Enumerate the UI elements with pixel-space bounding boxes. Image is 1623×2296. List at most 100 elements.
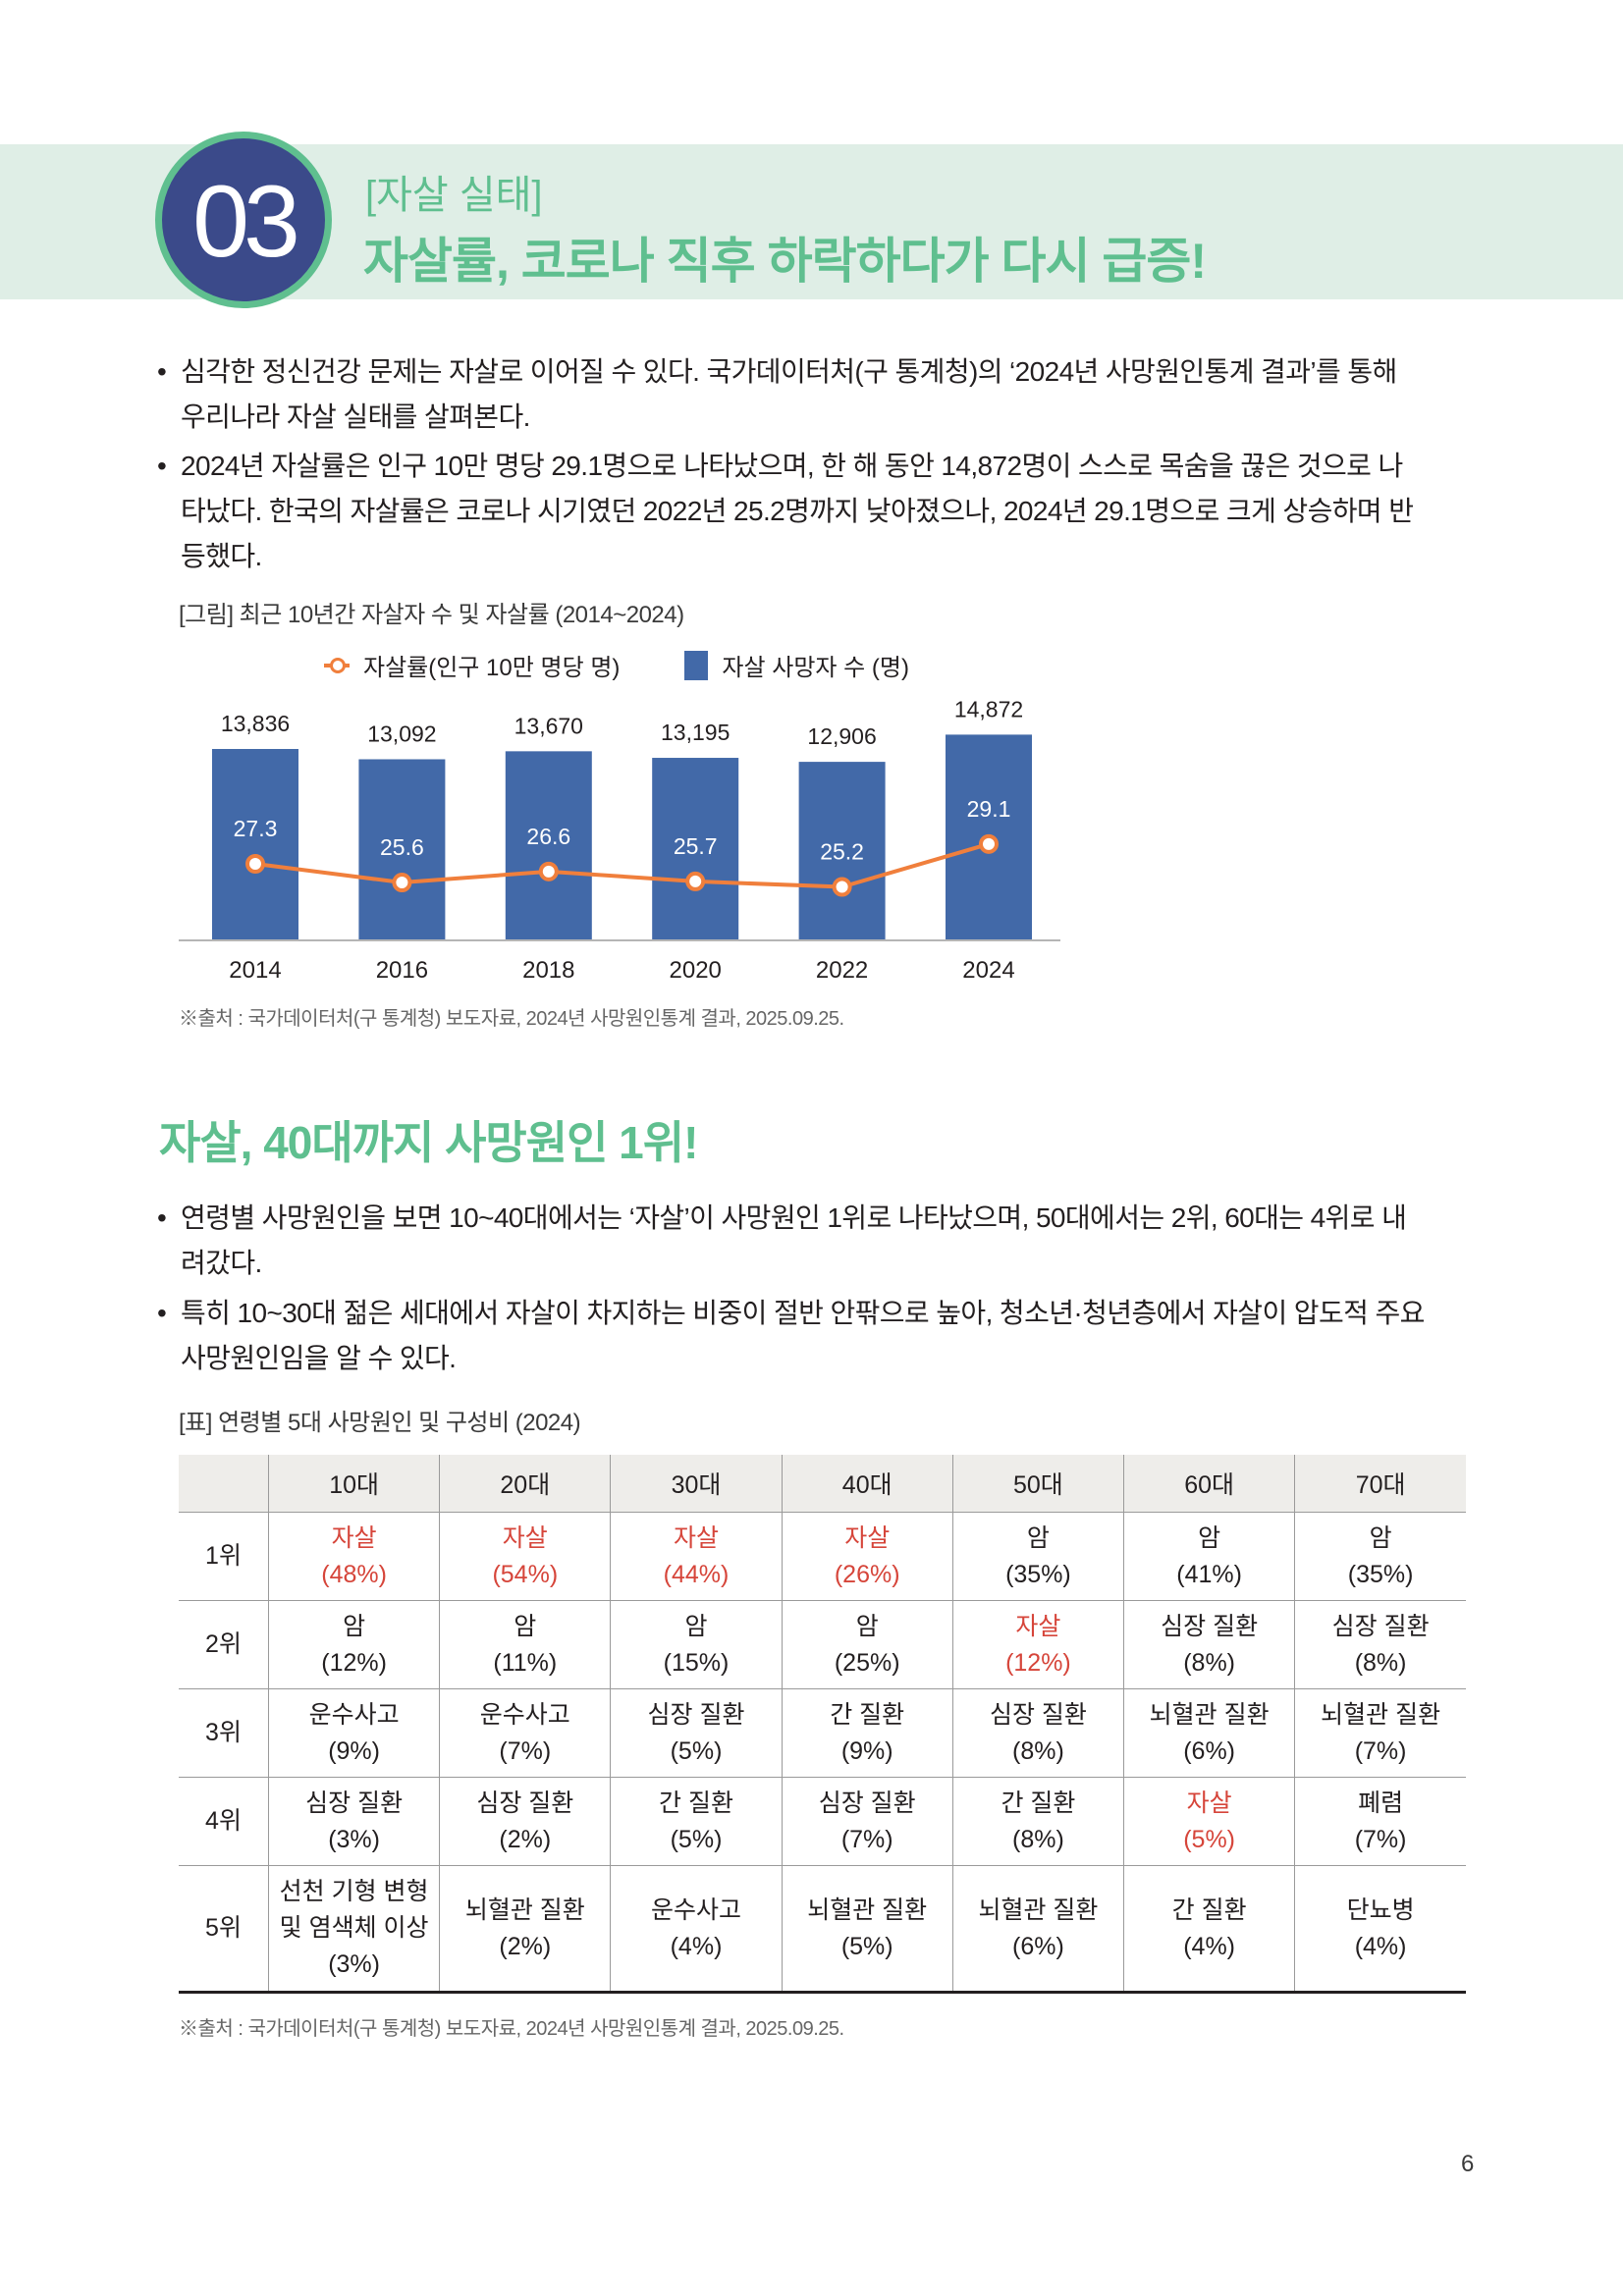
cause-percent: (8%) <box>1183 1648 1236 1677</box>
cause-percent: (7%) <box>499 1736 552 1765</box>
bullet-dot: • <box>157 356 167 387</box>
rate-value-label: 25.7 <box>674 833 718 859</box>
cause-name: 운수사고 <box>651 1896 742 1924</box>
cause-cell: 암 (41%) <box>1123 1512 1295 1601</box>
rank-cell: 3위 <box>179 1688 269 1778</box>
rank-cell: 1위 <box>179 1512 269 1601</box>
cause-cell: 암 (35%) <box>951 1512 1124 1601</box>
chart-labels: 13,836 27.3 2014 13,092 25.6 2016 13,670 26.6 20… <box>221 696 1023 984</box>
cause-percent: (35%) <box>1005 1560 1071 1588</box>
rate-point <box>979 833 999 854</box>
table-source: ※출처 : 국가데이터처(구 통계청) 보도자료, 2024년 사망원인통계 결… <box>179 2018 844 2040</box>
cause-cell: 암 (25%) <box>781 1600 953 1689</box>
cause-percent: (48%) <box>321 1560 387 1588</box>
page-number: 6 <box>1461 2151 1475 2177</box>
cause-percent: (11%) <box>493 1648 558 1677</box>
rate-value-label: 27.3 <box>234 816 278 841</box>
bar-value-label: 13,092 <box>367 721 436 746</box>
cause-percent: (8%) <box>1012 1736 1064 1765</box>
page-title: 자살률, 코로나 직후 하락하다가 다시 급증! <box>363 234 1207 289</box>
cause-cell: 간 질환 (4%) <box>1123 1865 1295 1994</box>
cause-cell: 자살 (48%) <box>267 1512 440 1601</box>
cause-percent: (4%) <box>670 1932 723 1960</box>
bar-value-label: 14,872 <box>954 696 1023 721</box>
table-caption: [표] 연령별 5대 사망원인 및 구성비 (2024) <box>179 1410 581 1436</box>
cause-cell: 자살 (26%) <box>781 1512 953 1601</box>
cause-percent: (25%) <box>834 1648 900 1677</box>
section2-bullet-2: • 특히 10~30대 젊은 세대에서 자살이 차지하는 비중이 절반 안팎으로… <box>157 1291 1473 1381</box>
rank-cell: 2위 <box>179 1600 269 1689</box>
section-number: 03 <box>192 165 300 279</box>
bar-value-label: 13,195 <box>661 720 730 745</box>
section-title: 자살, 40대까지 사망원인 1위! <box>159 1117 698 1168</box>
bar-value-label: 12,906 <box>807 723 876 749</box>
cause-name: 심장 질환 <box>1331 1612 1430 1640</box>
cause-name: 뇌혈관 질환 <box>464 1896 585 1924</box>
cause-percent: (41%) <box>1176 1560 1242 1588</box>
x-tick-label: 2016 <box>376 957 428 984</box>
cause-name: 암 <box>855 1612 879 1640</box>
section-number-badge: 03 <box>155 132 332 308</box>
column-header: 70대 <box>1294 1455 1466 1513</box>
cause-name: 운수사고 <box>308 1700 400 1729</box>
section-kicker: [자살 실태] <box>365 174 543 217</box>
cause-percent: (8%) <box>1012 1825 1064 1853</box>
cause-name: 심장 질환 <box>818 1789 916 1817</box>
rate-points <box>245 833 999 897</box>
cause-percent: (35%) <box>1347 1560 1414 1588</box>
cause-cell: 간 질환 (8%) <box>951 1777 1124 1866</box>
cause-cell: 단뇨병 (4%) <box>1294 1865 1466 1994</box>
table-row: 5위 선천 기형 변형 및 염색체 이상 (3%) 뇌혈관 질환 (2%) 운수사고 (4%… <box>179 1865 1466 1994</box>
x-tick-label: 2020 <box>670 957 722 984</box>
table-row: 3위 운수사고 (9%) 운수사고 (7%) 심장 질환 (5%) 간 질환 (9%) 심장 질환… <box>179 1688 1466 1778</box>
cause-name: 뇌혈관 질환 <box>1321 1700 1441 1729</box>
cause-cell: 암 (12%) <box>267 1600 440 1689</box>
cause-cell: 뇌혈관 질환 (6%) <box>951 1865 1124 1994</box>
rate-value-label: 25.2 <box>820 839 864 865</box>
column-header: 30대 <box>610 1455 783 1513</box>
cause-percent: (4%) <box>1183 1932 1236 1960</box>
rate-point <box>538 861 559 881</box>
cause-name: 간 질환 <box>1001 1789 1076 1817</box>
cause-name: 뇌혈관 질환 <box>1149 1700 1270 1729</box>
column-header: 60대 <box>1123 1455 1295 1513</box>
cause-cell: 자살 (54%) <box>439 1512 611 1601</box>
causes-table: 10대 20대 30대 40대 50대 60대 70대 1위 자살 (48%) 자살(… <box>179 1455 1466 1994</box>
cause-cell: 심장 질환 (3%) <box>267 1777 440 1866</box>
cause-name: 단뇨병 <box>1346 1896 1415 1924</box>
bar-swatch-icon <box>684 650 709 680</box>
x-tick-label: 2024 <box>962 957 1014 984</box>
cause-cell: 심장 질환 (8%) <box>951 1688 1124 1778</box>
cause-percent: (8%) <box>1354 1648 1407 1677</box>
cause-percent: (15%) <box>663 1648 730 1677</box>
table-row: 4위 심장 질환 (3%) 심장 질환 (2%) 간 질환 (5%) 심장 질환 (7%) 간 질… <box>179 1777 1466 1866</box>
cause-name: 선천 기형 변형 및 염색체 이상 <box>279 1878 429 1942</box>
cause-name: 심장 질환 <box>476 1789 574 1817</box>
figure-source: ※출처 : 국가데이터처(구 통계청) 보도자료, 2024년 사망원인통계 결… <box>179 1008 844 1030</box>
cause-name: 자살 <box>1186 1789 1232 1817</box>
cause-cell: 자살 (44%) <box>610 1512 783 1601</box>
cause-name: 간 질환 <box>1171 1896 1247 1924</box>
rate-value-label: 26.6 <box>526 824 570 849</box>
cause-name: 간 질환 <box>659 1789 733 1817</box>
cause-percent: (44%) <box>663 1560 730 1588</box>
bar-value-label: 13,836 <box>221 711 290 736</box>
cause-cell: 운수사고 (4%) <box>610 1865 783 1994</box>
bar-value-label: 13,670 <box>514 713 583 738</box>
cause-percent: (3%) <box>328 1825 380 1853</box>
cause-percent: (12%) <box>1005 1648 1071 1677</box>
bar <box>212 749 298 940</box>
cause-name: 심장 질환 <box>989 1700 1087 1729</box>
cause-cell: 암 (15%) <box>610 1600 783 1689</box>
intro-bullet-1: • 심각한 정신건강 문제는 자살로 이어질 수 있다. 국가데이터처(구 통계… <box>157 349 1473 440</box>
cause-name: 심장 질환 <box>1161 1612 1259 1640</box>
cause-name: 암 <box>684 1612 708 1640</box>
bar <box>505 751 592 940</box>
rate-point <box>832 877 852 897</box>
cause-percent: (2%) <box>499 1825 552 1853</box>
rate-line <box>254 841 990 889</box>
rate-point <box>685 871 706 891</box>
cause-percent: (9%) <box>840 1736 893 1765</box>
rate-value-label: 29.1 <box>967 796 1011 822</box>
column-header: 50대 <box>951 1455 1124 1513</box>
